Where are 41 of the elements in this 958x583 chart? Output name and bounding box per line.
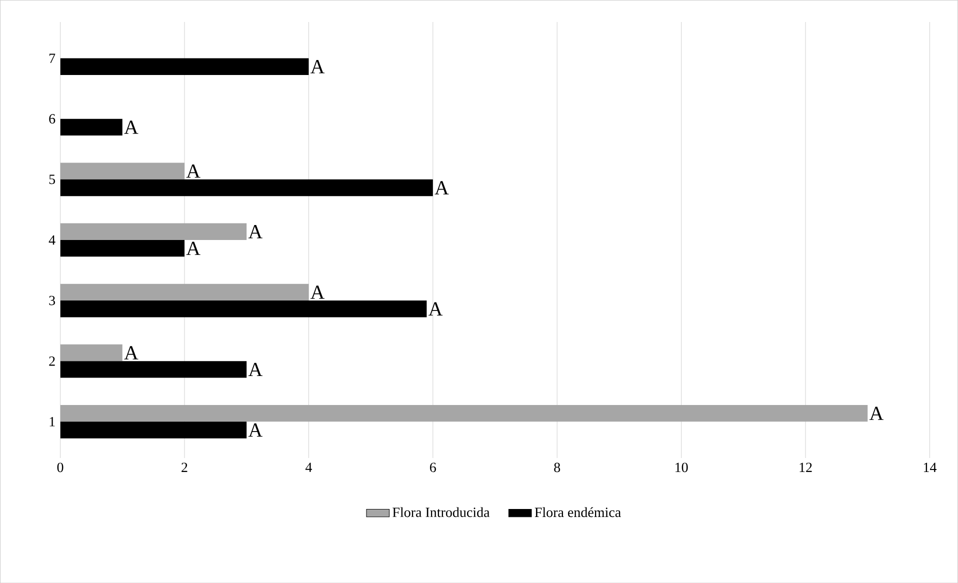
- bar: [60, 179, 433, 196]
- bar: [60, 162, 184, 180]
- legend-label: Flora endémica: [534, 507, 621, 517]
- y-tick-label: 1: [50, 416, 55, 426]
- bar: [60, 344, 122, 361]
- data-label: A: [310, 60, 325, 74]
- data-label: A: [124, 346, 138, 360]
- y-tick-label: 5: [49, 174, 56, 184]
- x-tick-label: 8: [554, 462, 560, 472]
- bar: [60, 58, 309, 75]
- x-tick-label: 4: [305, 462, 312, 472]
- y-tick-label: 4: [48, 235, 56, 244]
- bar: [60, 300, 427, 318]
- data-label: A: [248, 423, 262, 436]
- x-tick-label: 6: [430, 462, 436, 472]
- bar: [60, 404, 868, 422]
- bar: [60, 240, 184, 256]
- x-tick-label: 14: [924, 462, 937, 472]
- bar: [60, 360, 247, 378]
- data-label: A: [869, 406, 884, 420]
- data-label: A: [434, 181, 449, 194]
- data-label: A: [186, 242, 200, 255]
- x-tick-label: 10: [676, 462, 688, 472]
- legend-label: Flora Introducida: [392, 507, 490, 517]
- bar: [60, 422, 247, 438]
- data-label: A: [248, 224, 262, 238]
- bar: [60, 118, 122, 136]
- data-label: A: [186, 164, 200, 178]
- x-tick-label: 2: [182, 462, 188, 472]
- data-label: A: [248, 362, 262, 376]
- bar: [60, 223, 247, 240]
- data-label: A: [124, 120, 138, 134]
- data-label: A: [310, 285, 325, 299]
- x-tick-label: 0: [57, 462, 64, 472]
- x-tick-label: 12: [800, 462, 812, 472]
- y-tick-label: 6: [49, 114, 56, 124]
- y-tick-label: 7: [49, 54, 56, 63]
- y-tick-label: 3: [49, 296, 56, 306]
- bar: [60, 284, 309, 300]
- y-tick-label: 2: [49, 356, 55, 366]
- data-label: A: [428, 302, 443, 316]
